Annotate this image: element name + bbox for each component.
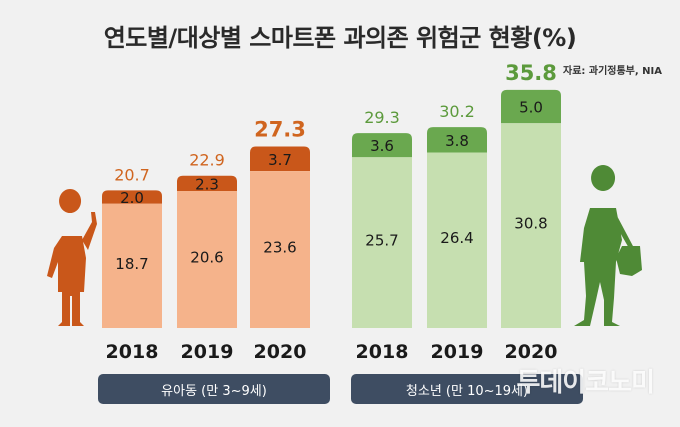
bar-segment-base	[427, 152, 487, 328]
x-tick-label: 2018	[356, 341, 409, 363]
child-silhouette-icon	[47, 189, 97, 326]
bar-base-value-label: 25.7	[365, 232, 398, 250]
x-tick-label: 2019	[181, 341, 234, 363]
x-tick-label: 2018	[106, 341, 159, 363]
bar-segment-base	[501, 123, 561, 329]
bar-total-label: 30.2	[439, 102, 475, 121]
source-note: 자료: 과기정통부, NIA	[563, 66, 662, 77]
bar-base-value-label: 20.6	[190, 249, 223, 267]
bar-total-label: 20.7	[114, 165, 150, 184]
teen-silhouette-icon	[574, 165, 642, 326]
bar-segment-top	[352, 133, 412, 158]
bar-total-label: 29.3	[364, 108, 400, 127]
bar-base-value-label: 26.4	[440, 229, 473, 247]
bar-top-value-label: 2.0	[120, 189, 144, 207]
bar-top-value-label: 3.7	[268, 151, 292, 169]
x-tick-label: 2019	[431, 341, 484, 363]
group-label-teens: 청소년 (만 10~19세)	[351, 374, 583, 404]
x-tick-label: 2020	[505, 341, 558, 363]
x-tick-label: 2020	[254, 341, 307, 363]
bar-segment-top	[250, 146, 310, 172]
group-label-children: 유아동 (만 3~9세)	[98, 374, 330, 404]
bar-segment-base	[177, 191, 237, 328]
bar-top-value-label: 2.3	[195, 175, 219, 193]
chart-title: 연도별/대상별 스마트폰 과의존 위험군 현황(%)	[103, 24, 577, 52]
bar-segment-base	[352, 157, 412, 328]
bar-top-value-label: 3.8	[445, 132, 469, 150]
watermark-logo: 투데이코노미	[516, 368, 655, 398]
bar-segment-base	[102, 203, 162, 328]
bar-base-value-label: 30.8	[514, 215, 547, 233]
bar-base-value-label: 18.7	[115, 255, 148, 273]
bar-top-value-label: 3.6	[370, 137, 394, 155]
bar-segment-base	[250, 171, 310, 328]
bar-segment-top	[427, 127, 487, 153]
bar-segment-top	[102, 190, 162, 204]
bar-segment-top	[177, 175, 237, 192]
bar-base-value-label: 23.6	[263, 239, 296, 257]
bar-total-label: 27.3	[254, 117, 306, 141]
bar-segment-top	[501, 89, 561, 124]
bar-total-label: 22.9	[189, 151, 225, 170]
bar-top-value-label: 5.0	[519, 99, 543, 117]
bar-total-label: 35.8	[505, 61, 557, 85]
